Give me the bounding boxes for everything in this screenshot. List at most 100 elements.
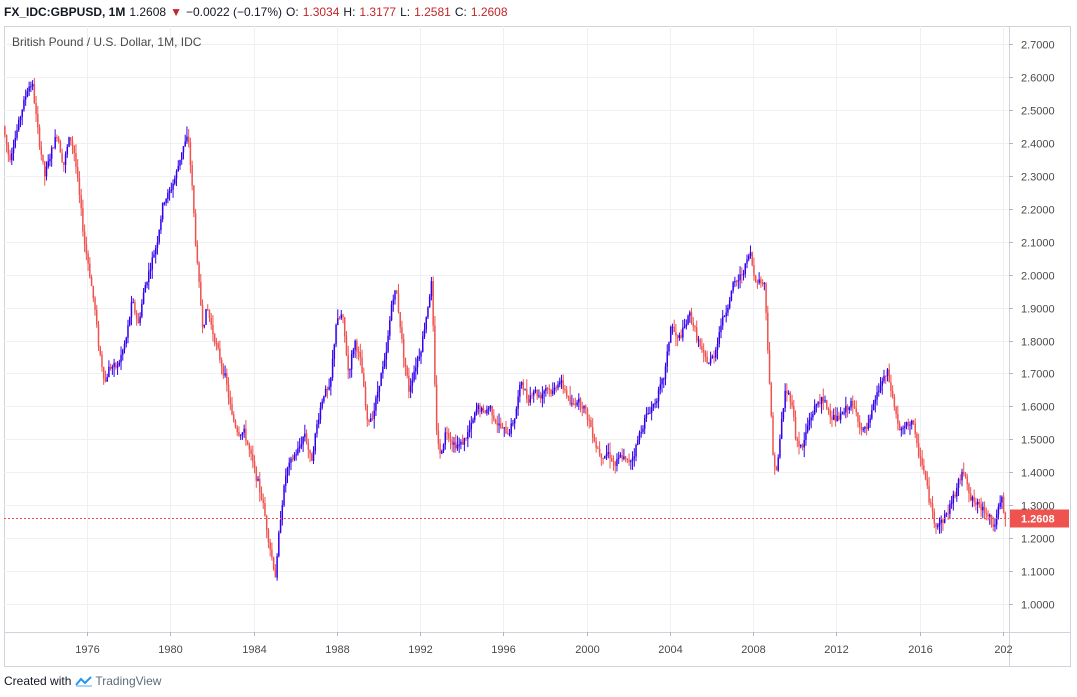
candle-body [11,153,13,161]
price-chart[interactable]: 2.7000 2.6000 2.5000 2.4000 2.3000 2.2000 2.10… [4,26,1071,667]
candle-body [434,325,436,385]
candle-body [715,349,717,358]
candle-body [720,325,722,333]
candle-body [295,454,297,456]
candle-body [496,422,499,426]
candle-body [735,280,738,282]
candle-body [170,189,173,191]
candle-body [21,109,23,118]
candle-body [231,404,233,415]
candle-body [19,117,22,121]
candle-body [933,511,936,524]
candle-body [451,440,453,445]
candle-body [534,390,537,392]
candle-body [747,255,750,260]
candle-body [460,441,462,445]
candle-body [364,386,367,406]
candle-body [70,137,72,141]
candle-body [494,419,497,423]
candle-body [593,437,596,442]
candle-body [926,479,929,486]
candle-body [66,146,69,155]
footer: Created with TradingView [4,674,161,688]
candle-body [843,412,845,414]
candle-body [578,398,580,403]
candle-body [607,452,610,454]
candle-body [600,453,603,459]
candle-body [749,252,752,256]
candle-body [144,285,147,293]
candle-body [89,263,91,278]
candle-body [992,523,994,527]
candle-body [541,393,544,399]
candle-body [723,316,726,318]
candle-body [153,254,155,258]
candle-body [765,282,767,313]
candle-body [666,351,668,367]
candle-body [505,427,507,434]
candle-body [101,354,103,368]
candle-body [350,354,353,370]
candle-body [470,422,473,430]
candle-body [363,373,365,387]
candle-body [212,324,214,335]
candle-body [73,146,75,154]
candle-body [690,312,693,323]
candle-body [758,279,760,283]
candle-body [569,396,571,405]
candle-body [864,427,866,429]
candle-body [236,427,238,433]
x-tick-label: 2012 [824,644,848,656]
candle-body [33,84,36,103]
candle-body [806,425,809,432]
candle-body [128,317,131,326]
candle-body [756,281,759,283]
candle-body [480,407,483,412]
candle-body [56,137,58,139]
candle-body [971,496,974,501]
candle-body [158,230,160,243]
candle-body [382,366,384,374]
candle-body [394,290,396,300]
candle-body [186,136,188,142]
candle-body [732,282,734,291]
candle-body [366,405,369,420]
candle-body [872,403,875,411]
candle-body [617,457,620,460]
candle-body [141,303,143,317]
candle-body [654,403,656,405]
candle-body [532,391,535,396]
candle-body [465,438,467,440]
candle-body [161,203,164,220]
candle-body [120,354,122,363]
symbol-label[interactable]: FX_IDC:GBPUSD, 1M [4,5,126,19]
candle-body [576,402,578,406]
candle-body [871,410,873,419]
candle-body [680,335,682,338]
candle-body [702,349,705,353]
candle-body [428,296,431,308]
chart-container[interactable]: 2.7000 2.6000 2.5000 2.4000 2.3000 2.2000 2.10… [4,26,1071,667]
candle-body [154,247,157,255]
candle-body [401,327,403,339]
candle-body [408,375,410,392]
candle-body [116,365,119,368]
candle-body [884,375,887,377]
candle-body [479,405,481,412]
candle-body [376,391,379,398]
candle-body [552,390,554,394]
y-tick-label: 2.6000 [1021,73,1055,85]
candle-body [836,415,838,422]
candle-body [486,409,488,414]
candle-body [123,343,126,350]
candle-body [595,441,597,448]
candle-body [524,389,526,391]
candle-body [659,384,662,390]
candle-body [134,302,136,313]
candle-body [623,456,625,459]
candle-body [257,478,259,481]
candle-body [246,440,249,445]
candle-body [369,418,372,422]
tradingview-link[interactable]: TradingView [75,674,161,688]
close-label: C: [454,5,467,19]
